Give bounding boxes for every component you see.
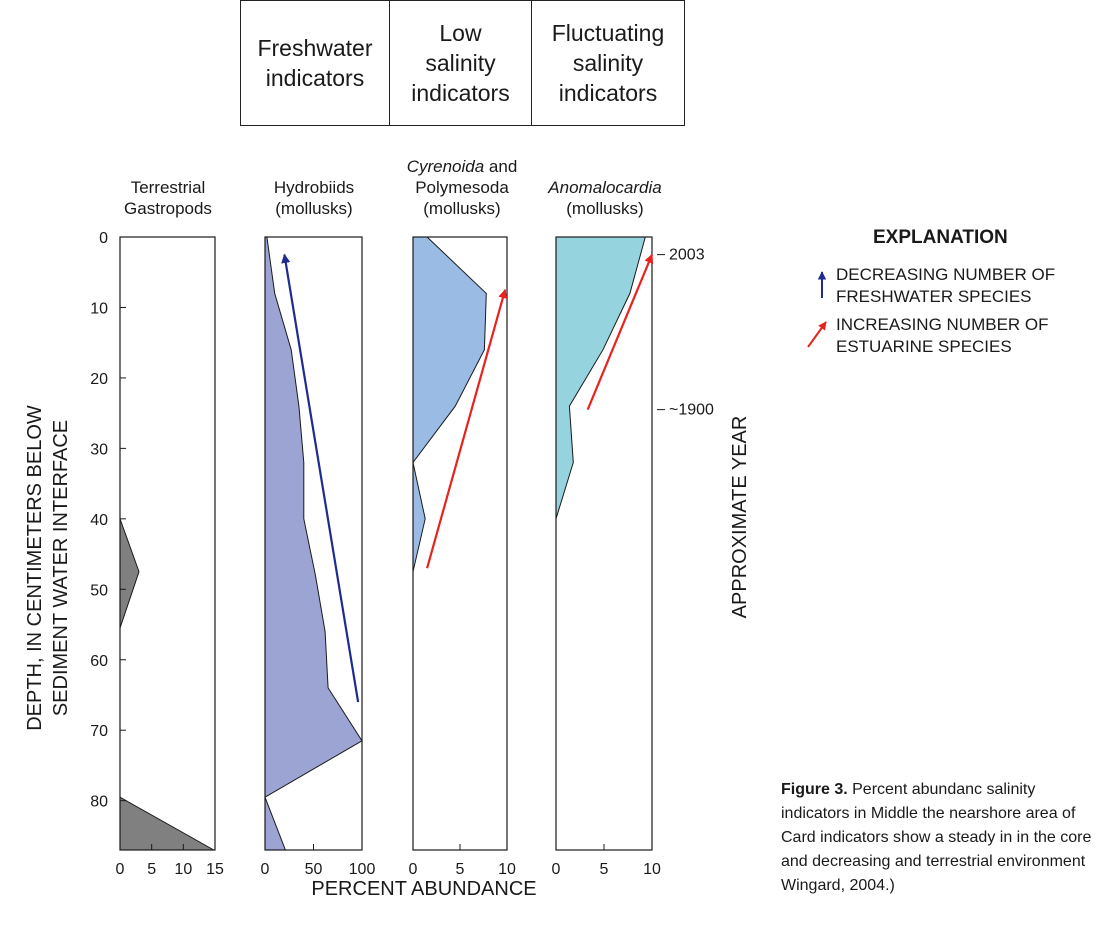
x-tick-label: 100 (349, 861, 376, 878)
panel-title-terrestrial: Terrestrial Gastropods (124, 178, 212, 218)
panel-title-hydrobiids: Hydrobiids (mollusks) (273, 178, 355, 218)
abundance-area-1 (119, 237, 216, 851)
trend-arrow-3 (426, 288, 508, 569)
x-tick-label: 15 (206, 861, 224, 878)
x-tick-label: 5 (147, 861, 156, 878)
x-tick-label: 0 (552, 861, 561, 878)
x-axis-label: PERCENT ABUNDANCE (311, 878, 537, 900)
x-tick-label: 10 (643, 861, 661, 878)
panel-title-cyrenoida-genus: Cyrenoida (406, 157, 485, 176)
panel-frame-1 (119, 236, 216, 851)
y-tick-label: 60 (90, 653, 108, 670)
header-low-salinity-indicators: Low salinity indicators (389, 0, 532, 126)
panel-title-cyrenoida-rest: and Polymesoda (mollusks) (415, 157, 518, 218)
caption-text: Percent abundanc salinity indicators in … (781, 781, 1092, 894)
x-tick-label: 50 (305, 861, 323, 878)
x-tick-label: 5 (600, 861, 609, 878)
legend-increasing-arrow (807, 321, 827, 348)
y-tick-label: 0 (99, 230, 108, 247)
y-tick-label: 30 (90, 441, 108, 458)
x-tick-label: 0 (116, 861, 125, 878)
x-tick-label: 5 (456, 861, 465, 878)
y-tick-label: 20 (90, 371, 108, 388)
abundance-area-3 (412, 236, 487, 572)
panel-title-cyrenoida: Cyrenoida and Polymesoda (mollusks) (392, 156, 532, 219)
caption-figure-number: Figure 3. (781, 781, 848, 798)
year-tick-label: ~1900 (669, 402, 714, 419)
figure-caption: Figure 3. Percent abundanc salinity indi… (781, 778, 1097, 898)
year-tick-label: 2003 (669, 247, 705, 264)
y-tick-label: 70 (90, 723, 108, 740)
header-freshwater-indicators: Freshwater indicators (240, 0, 390, 126)
explanation-title: EXPLANATION (873, 227, 1008, 248)
explanation-decreasing-text: DECREASING NUMBER OF FRESHWATER SPECIES (836, 265, 1056, 306)
x-tick-label: 0 (409, 861, 418, 878)
y-tick-label: 10 (90, 300, 108, 317)
trend-arrow-4 (586, 253, 654, 411)
y-tick-label: 80 (90, 794, 108, 811)
panel-title-anomalocardia-genus: Anomalocardia (548, 178, 662, 197)
y-tick-label: 50 (90, 582, 108, 599)
panel-title-anomalocardia-rest: (mollusks) (566, 199, 644, 218)
abundance-area-2 (264, 236, 363, 851)
trend-arrow-2 (281, 253, 360, 703)
x-tick-label: 10 (174, 861, 192, 878)
x-tick-label: 0 (261, 861, 270, 878)
x-tick-label: 10 (498, 861, 516, 878)
panel-title-anomalocardia: Anomalocardia (mollusks) (535, 177, 675, 219)
explanation-increasing-text: INCREASING NUMBER OF ESTUARINE SPECIES (836, 315, 1049, 356)
y-tick-label: 40 (90, 512, 108, 529)
header-fluctuating-salinity-indicators: Fluctuating salinity indicators (531, 0, 685, 126)
